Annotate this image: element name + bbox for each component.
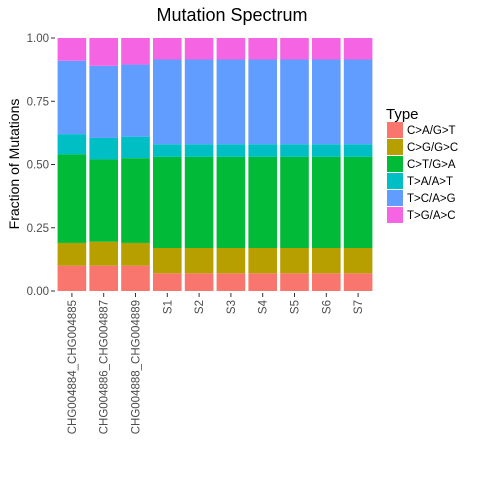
bar-segment — [184, 59, 214, 145]
bar-segment — [57, 134, 87, 155]
bar-segment — [184, 156, 214, 248]
bar-segment — [152, 247, 182, 274]
bar-segment — [248, 273, 278, 291]
legend-label: T>G/A>C — [407, 210, 456, 222]
bar-segment — [216, 273, 246, 291]
bar-segment — [57, 60, 87, 135]
bar-segment — [152, 38, 182, 60]
x-tick-label: S2 — [194, 300, 206, 314]
bar-segment — [248, 59, 278, 145]
bar-segment — [343, 273, 373, 291]
bar-segment — [311, 247, 341, 274]
legend: Type C>A/G>T C>G/G>C C>T/G>A T>A/A>T T>C/A>G… — [386, 106, 458, 223]
bar-segment — [311, 144, 341, 157]
bar-segment — [216, 38, 246, 60]
bar-segment — [89, 241, 119, 266]
x-tick-label: CHG004884_CHG004885 — [67, 300, 79, 434]
bar-segment — [343, 247, 373, 274]
bar-segment — [89, 38, 119, 66]
x-tick-label: CHG004886_CHG004887 — [99, 300, 111, 434]
bar-segment — [121, 242, 150, 266]
bar-segment — [280, 156, 309, 248]
bar-segment — [57, 38, 87, 61]
bar-segment — [343, 156, 373, 248]
bar-segment — [248, 144, 278, 157]
legend-title: Type — [386, 106, 419, 123]
bar-segment — [280, 38, 309, 60]
bar-segment — [280, 247, 309, 274]
bar-segment — [216, 144, 246, 157]
y-axis: 0.00 0.25 0.50 0.75 1.00 — [27, 33, 55, 298]
bar-segment — [343, 38, 373, 60]
legend-label: T>C/A>G — [407, 193, 456, 205]
bar-segment — [280, 273, 309, 291]
bar-segment — [121, 265, 150, 291]
x-axis: CHG004884_CHG004885 CHG004886_CHG004887 CH… — [67, 293, 365, 434]
bar-segment — [89, 265, 119, 291]
x-tick-label: S3 — [226, 300, 238, 314]
bar-segment — [121, 38, 150, 65]
x-tick-label: S1 — [162, 300, 174, 314]
legend-label: C>T/G>A — [407, 159, 456, 171]
bar-segment — [311, 38, 341, 60]
bar-segment — [280, 144, 309, 157]
y-tick-label: 0.25 — [27, 223, 49, 235]
legend-swatch — [387, 190, 403, 206]
legend-swatch — [387, 122, 403, 138]
x-tick-label: CHG004888_CHG004889 — [131, 300, 143, 434]
y-tick-label: 0.00 — [27, 286, 49, 298]
bar-segment — [152, 156, 182, 248]
bar-segment — [152, 273, 182, 291]
legend-label: C>G/G>C — [407, 142, 458, 154]
bar-segment — [248, 247, 278, 274]
bar-segment — [121, 158, 150, 243]
bar-segment — [216, 156, 246, 248]
bar-segment — [184, 273, 214, 291]
y-axis-label: Fraction of Mutations — [6, 99, 22, 230]
bar-segment — [89, 159, 119, 242]
x-tick-label: S6 — [321, 300, 333, 314]
bar-segment — [57, 265, 87, 291]
legend-label: C>A/G>T — [407, 125, 456, 137]
y-tick-label: 0.50 — [27, 160, 49, 172]
bar-segment — [57, 242, 87, 266]
bar-segment — [311, 59, 341, 145]
bar-segment — [280, 59, 309, 145]
y-tick-label: 0.75 — [27, 96, 49, 108]
x-tick-label: S7 — [353, 300, 365, 314]
bar-segment — [248, 38, 278, 60]
bar-segment — [89, 137, 119, 160]
bar-segment — [311, 273, 341, 291]
bar-segment — [216, 247, 246, 274]
bar-segment — [311, 156, 341, 248]
legend-label: T>A/A>T — [407, 176, 453, 188]
bar-segment — [89, 65, 119, 138]
bar-segment — [184, 247, 214, 274]
bar-segment — [152, 144, 182, 157]
y-tick-label: 1.00 — [27, 33, 49, 45]
bar-segment — [57, 154, 87, 243]
bar-segment — [184, 144, 214, 157]
legend-swatch — [387, 139, 403, 155]
legend-swatch — [387, 156, 403, 172]
bar-segment — [216, 59, 246, 145]
bar-segment — [184, 38, 214, 60]
legend-swatch — [387, 173, 403, 189]
bar-segment — [121, 136, 150, 159]
bar-segment — [343, 59, 373, 145]
bar-segment — [343, 144, 373, 157]
x-tick-label: S4 — [258, 299, 270, 314]
legend-swatch — [387, 207, 403, 223]
bar-segment — [152, 59, 182, 145]
bar-segment — [121, 64, 150, 137]
x-tick-label: S5 — [290, 300, 302, 314]
bar-segment — [248, 156, 278, 248]
chart-title: Mutation Spectrum — [156, 5, 307, 25]
plot-area — [57, 38, 373, 291]
